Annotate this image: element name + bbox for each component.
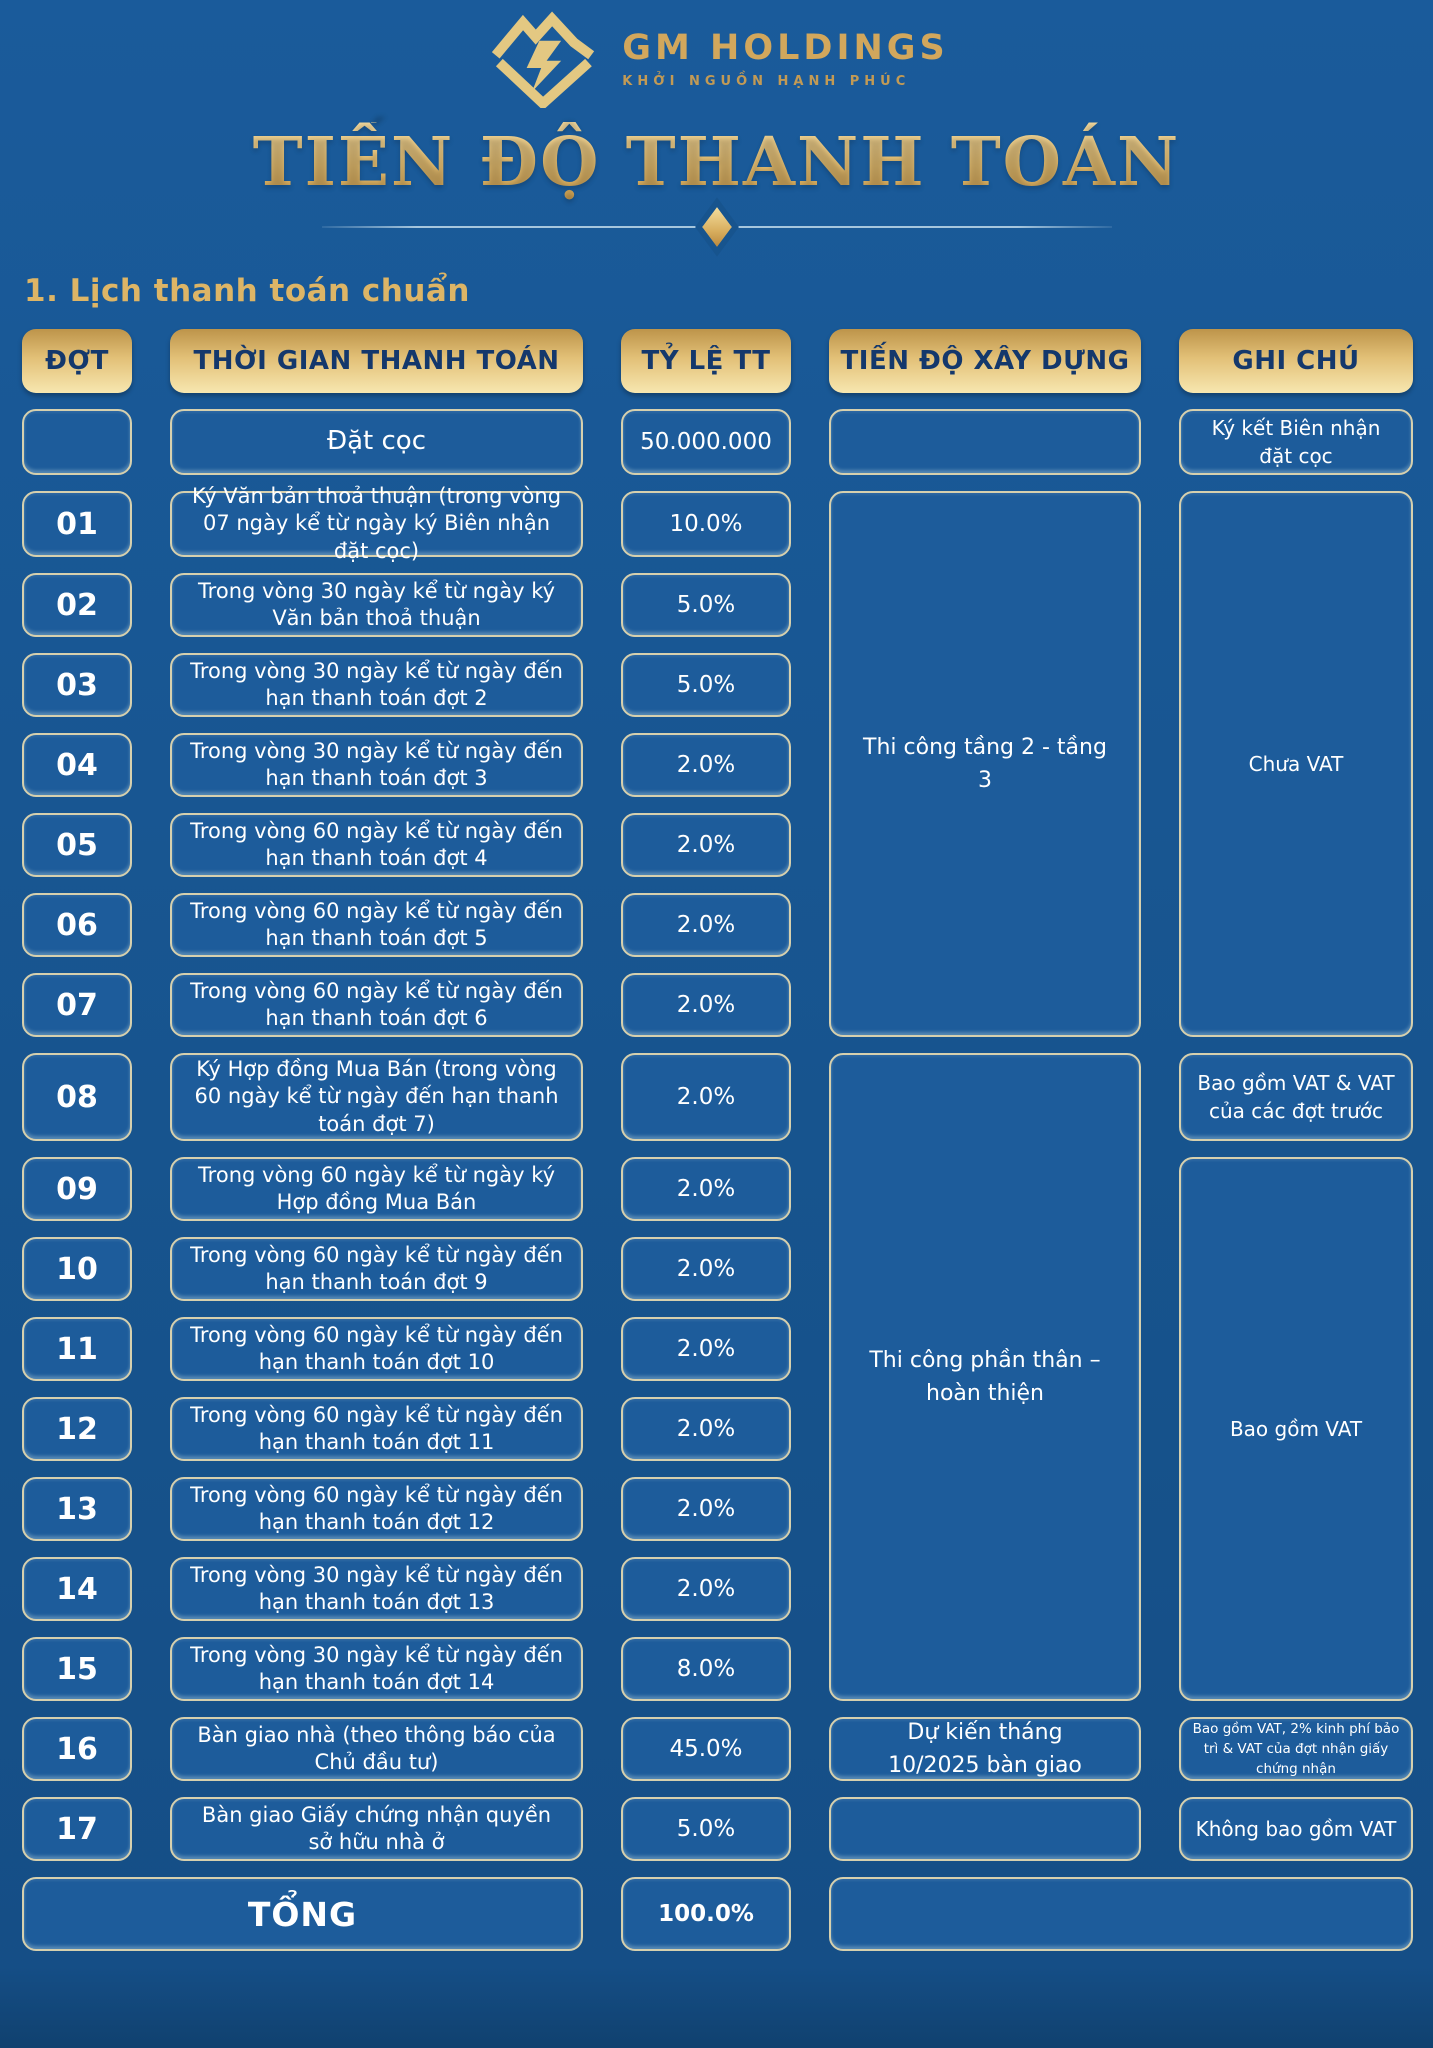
rate-cell-13: 2.0%: [621, 1477, 791, 1541]
note-cell-phase2: Bao gồm VAT: [1179, 1157, 1413, 1701]
payment-table: ĐỢT THỜI GIAN THANH TOÁN TỶ LỆ TT TIẾN Đ…: [22, 329, 1413, 1951]
construction-cell-phase1: Thi công tầng 2 - tầng 3: [829, 491, 1141, 1037]
dot-cell-deposit-empty: [22, 409, 132, 475]
rate-cell-11: 2.0%: [621, 1317, 791, 1381]
brand-header: GM HOLDINGS KHỞI NGUỒN HẠNH PHÚC: [0, 0, 1433, 108]
rate-cell-16: 45.0%: [621, 1717, 791, 1781]
dot-cell-05: 05: [22, 813, 132, 877]
time-cell-06: Trong vòng 60 ngày kể từ ngày đến hạn th…: [170, 893, 583, 957]
section-heading: 1. Lịch thanh toán chuẩn: [24, 273, 470, 309]
time-cell-16: Bàn giao nhà (theo thông báo của Chủ đầu…: [170, 1717, 583, 1781]
time-cell-05: Trong vòng 60 ngày kể từ ngày đến hạn th…: [170, 813, 583, 877]
time-cell-04: Trong vòng 30 ngày kể từ ngày đến hạn th…: [170, 733, 583, 797]
time-cell-03: Trong vòng 30 ngày kể từ ngày đến hạn th…: [170, 653, 583, 717]
rate-cell-14: 2.0%: [621, 1557, 791, 1621]
page-title: TIẾN ĐỘ THANH TOÁN: [0, 122, 1433, 201]
rate-cell-04: 2.0%: [621, 733, 791, 797]
dot-cell-11: 11: [22, 1317, 132, 1381]
total-rate-cell: 100.0%: [621, 1877, 791, 1951]
rate-cell-08: 2.0%: [621, 1053, 791, 1141]
column-header-thoi-gian: THỜI GIAN THANH TOÁN: [170, 329, 583, 393]
gm-holdings-logo-icon: [492, 11, 595, 108]
brand-tagline: KHỞI NGUỒN HẠNH PHÚC: [622, 73, 911, 89]
rate-cell-09: 2.0%: [621, 1157, 791, 1221]
rate-cell-02: 5.0%: [621, 573, 791, 637]
total-label-cell: TỔNG: [22, 1877, 583, 1951]
brand-name: GM HOLDINGS: [622, 27, 949, 68]
time-cell-deposit: Đặt cọc: [170, 409, 583, 475]
dot-cell-12: 12: [22, 1397, 132, 1461]
time-cell-01: Ký Văn bản thoả thuận (trong vòng 07 ngà…: [170, 484, 583, 563]
column-header-tien-do: TIẾN ĐỘ XÂY DỰNG: [829, 329, 1141, 393]
dot-cell-03: 03: [22, 653, 132, 717]
dot-cell-06: 06: [22, 893, 132, 957]
brand-text: GM HOLDINGS KHỞI NGUỒN HẠNH PHÚC: [622, 28, 948, 89]
time-cell-09: Trong vòng 60 ngày kể từ ngày ký Hợp đồn…: [170, 1157, 583, 1221]
time-cell-15: Trong vòng 30 ngày kể từ ngày đến hạn th…: [170, 1637, 583, 1701]
note-cell-phase1: Chưa VAT: [1179, 491, 1413, 1037]
dot-cell-13: 13: [22, 1477, 132, 1541]
dot-cell-16: 16: [22, 1717, 132, 1781]
time-cell-13: Trong vòng 60 ngày kể từ ngày đến hạn th…: [170, 1477, 583, 1541]
dot-cell-10: 10: [22, 1237, 132, 1301]
dot-cell-08: 08: [22, 1053, 132, 1141]
column-header-dot: ĐỢT: [22, 329, 132, 393]
time-cell-08: Ký Hợp đồng Mua Bán (trong vòng 60 ngày …: [170, 1053, 583, 1141]
dot-cell-15: 15: [22, 1637, 132, 1701]
time-cell-17: Bàn giao Giấy chứng nhận quyền sở hữu nh…: [170, 1797, 583, 1861]
dot-cell-07: 07: [22, 973, 132, 1037]
note-cell-08: Bao gồm VAT & VAT của các đợt trước: [1179, 1053, 1413, 1141]
note-cell-deposit: Ký kết Biên nhận đặt cọc: [1179, 409, 1413, 475]
rate-cell-10: 2.0%: [621, 1237, 791, 1301]
time-cell-11: Trong vòng 60 ngày kể từ ngày đến hạn th…: [170, 1317, 583, 1381]
rate-cell-03: 5.0%: [621, 653, 791, 717]
column-header-ghi-chu: GHI CHÚ: [1179, 329, 1413, 393]
dot-cell-01: 01: [22, 491, 132, 557]
dot-cell-14: 14: [22, 1557, 132, 1621]
total-right-empty-cell: [829, 1877, 1413, 1951]
title-divider: [321, 197, 1112, 257]
rate-cell-deposit: 50.000.000: [621, 409, 791, 475]
rate-cell-06: 2.0%: [621, 893, 791, 957]
construction-cell-deposit-empty: [829, 409, 1141, 475]
rate-cell-12: 2.0%: [621, 1397, 791, 1461]
dot-cell-17: 17: [22, 1797, 132, 1861]
dot-cell-02: 02: [22, 573, 132, 637]
time-cell-07: Trong vòng 60 ngày kể từ ngày đến hạn th…: [170, 973, 583, 1037]
rate-cell-01: 10.0%: [621, 491, 791, 557]
dot-cell-04: 04: [22, 733, 132, 797]
time-cell-12: Trong vòng 60 ngày kể từ ngày đến hạn th…: [170, 1397, 583, 1461]
rate-cell-15: 8.0%: [621, 1637, 791, 1701]
rate-cell-07: 2.0%: [621, 973, 791, 1037]
rate-cell-17: 5.0%: [621, 1797, 791, 1861]
rate-cell-05: 2.0%: [621, 813, 791, 877]
time-cell-14: Trong vòng 30 ngày kể từ ngày đến hạn th…: [170, 1557, 583, 1621]
column-header-ty-le: TỶ LỆ TT: [621, 329, 791, 393]
diamond-icon: [694, 197, 739, 257]
time-cell-02: Trong vòng 30 ngày kể từ ngày ký Văn bản…: [170, 573, 583, 637]
note-cell-16: Bao gồm VAT, 2% kinh phí bảo trì & VAT c…: [1179, 1717, 1413, 1781]
construction-cell-phase2: Thi công phần thân – hoàn thiện: [829, 1053, 1141, 1701]
construction-cell-17-empty: [829, 1797, 1141, 1861]
time-cell-10: Trong vòng 60 ngày kể từ ngày đến hạn th…: [170, 1237, 583, 1301]
note-cell-17: Không bao gồm VAT: [1179, 1797, 1413, 1861]
construction-cell-handover: Dự kiến tháng 10/2025 bàn giao: [829, 1717, 1141, 1781]
dot-cell-09: 09: [22, 1157, 132, 1221]
